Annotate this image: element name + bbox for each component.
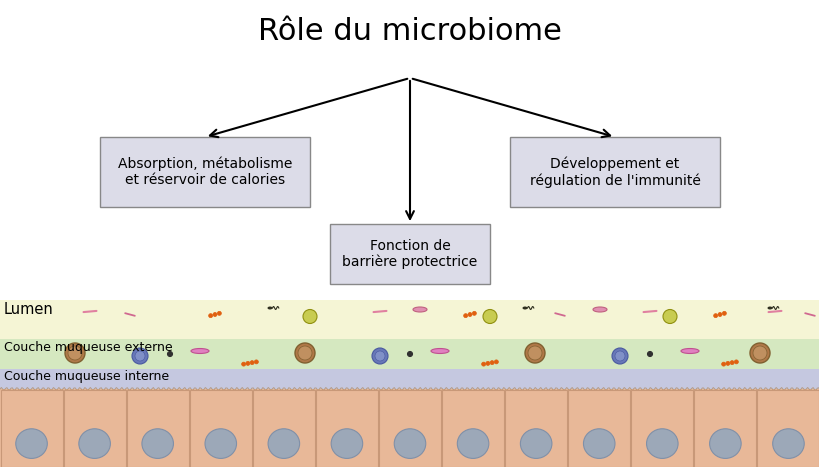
- Circle shape: [213, 312, 217, 317]
- Circle shape: [242, 362, 246, 366]
- Circle shape: [468, 312, 472, 317]
- Bar: [0, 0, 819, 300]
- Ellipse shape: [79, 429, 111, 459]
- Circle shape: [524, 343, 545, 363]
- Circle shape: [208, 314, 212, 318]
- Ellipse shape: [592, 307, 606, 312]
- Bar: [631, 389, 693, 467]
- Circle shape: [647, 352, 652, 356]
- Bar: [0, 339, 819, 369]
- Bar: [441, 389, 504, 467]
- Circle shape: [68, 346, 82, 360]
- Text: Développement et
régulation de l'immunité: Développement et régulation de l'immunit…: [529, 156, 699, 188]
- Circle shape: [713, 314, 717, 318]
- Ellipse shape: [142, 429, 174, 459]
- Text: Absorption, métabolisme
et réservoir de calories: Absorption, métabolisme et réservoir de …: [118, 156, 292, 187]
- Bar: [1, 389, 62, 467]
- Ellipse shape: [205, 429, 236, 459]
- Bar: [315, 389, 378, 467]
- Circle shape: [135, 351, 145, 361]
- FancyBboxPatch shape: [329, 224, 490, 284]
- Bar: [694, 389, 755, 467]
- Circle shape: [167, 352, 172, 356]
- Ellipse shape: [267, 306, 272, 310]
- Circle shape: [749, 343, 769, 363]
- Circle shape: [463, 314, 467, 318]
- Bar: [568, 389, 630, 467]
- Bar: [252, 389, 314, 467]
- Circle shape: [472, 311, 476, 315]
- Circle shape: [752, 346, 766, 360]
- Ellipse shape: [191, 348, 209, 354]
- Bar: [378, 389, 441, 467]
- Bar: [505, 389, 567, 467]
- Circle shape: [729, 361, 733, 365]
- Circle shape: [295, 343, 314, 363]
- Ellipse shape: [522, 306, 527, 310]
- Circle shape: [217, 311, 221, 315]
- Bar: [64, 389, 125, 467]
- Circle shape: [372, 348, 387, 364]
- Circle shape: [407, 352, 412, 356]
- Ellipse shape: [520, 429, 551, 459]
- Bar: [189, 389, 251, 467]
- Bar: [0, 300, 819, 339]
- Circle shape: [663, 310, 676, 324]
- Ellipse shape: [767, 306, 771, 310]
- Circle shape: [721, 362, 725, 366]
- Circle shape: [725, 361, 729, 365]
- Text: Lumen: Lumen: [4, 302, 54, 317]
- Text: Rôle du microbiome: Rôle du microbiome: [258, 17, 561, 46]
- Circle shape: [722, 311, 726, 315]
- Ellipse shape: [771, 429, 803, 459]
- Ellipse shape: [268, 429, 299, 459]
- Ellipse shape: [331, 429, 362, 459]
- Circle shape: [250, 361, 254, 365]
- Ellipse shape: [680, 348, 698, 354]
- Circle shape: [374, 351, 385, 361]
- Circle shape: [527, 346, 541, 360]
- Circle shape: [65, 343, 85, 363]
- Circle shape: [254, 360, 258, 364]
- Circle shape: [481, 362, 485, 366]
- Ellipse shape: [645, 429, 677, 459]
- Ellipse shape: [16, 429, 48, 459]
- Circle shape: [132, 348, 147, 364]
- Circle shape: [614, 351, 624, 361]
- Circle shape: [494, 360, 498, 364]
- Ellipse shape: [431, 348, 449, 354]
- Circle shape: [734, 360, 737, 364]
- Ellipse shape: [394, 429, 425, 459]
- Ellipse shape: [457, 429, 488, 459]
- Circle shape: [486, 361, 489, 365]
- Bar: [0, 389, 819, 467]
- Text: Fonction de
barrière protectrice: Fonction de barrière protectrice: [342, 239, 477, 269]
- Ellipse shape: [413, 307, 427, 312]
- Circle shape: [246, 361, 250, 365]
- Bar: [757, 389, 818, 467]
- Circle shape: [297, 346, 311, 360]
- Text: Couche muqueuse interne: Couche muqueuse interne: [4, 370, 169, 383]
- Ellipse shape: [583, 429, 614, 459]
- Circle shape: [482, 310, 496, 324]
- FancyBboxPatch shape: [509, 137, 719, 207]
- Circle shape: [490, 361, 494, 365]
- Circle shape: [303, 310, 317, 324]
- Circle shape: [611, 348, 627, 364]
- FancyBboxPatch shape: [100, 137, 310, 207]
- Circle shape: [717, 312, 721, 317]
- Ellipse shape: [708, 429, 740, 459]
- Bar: [0, 369, 819, 389]
- Text: Couche muqueuse externe: Couche muqueuse externe: [4, 341, 173, 354]
- Bar: [126, 389, 188, 467]
